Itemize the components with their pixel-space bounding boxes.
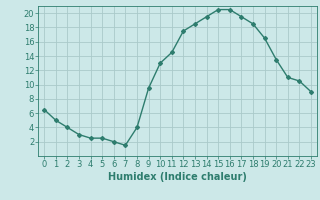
X-axis label: Humidex (Indice chaleur): Humidex (Indice chaleur) xyxy=(108,172,247,182)
